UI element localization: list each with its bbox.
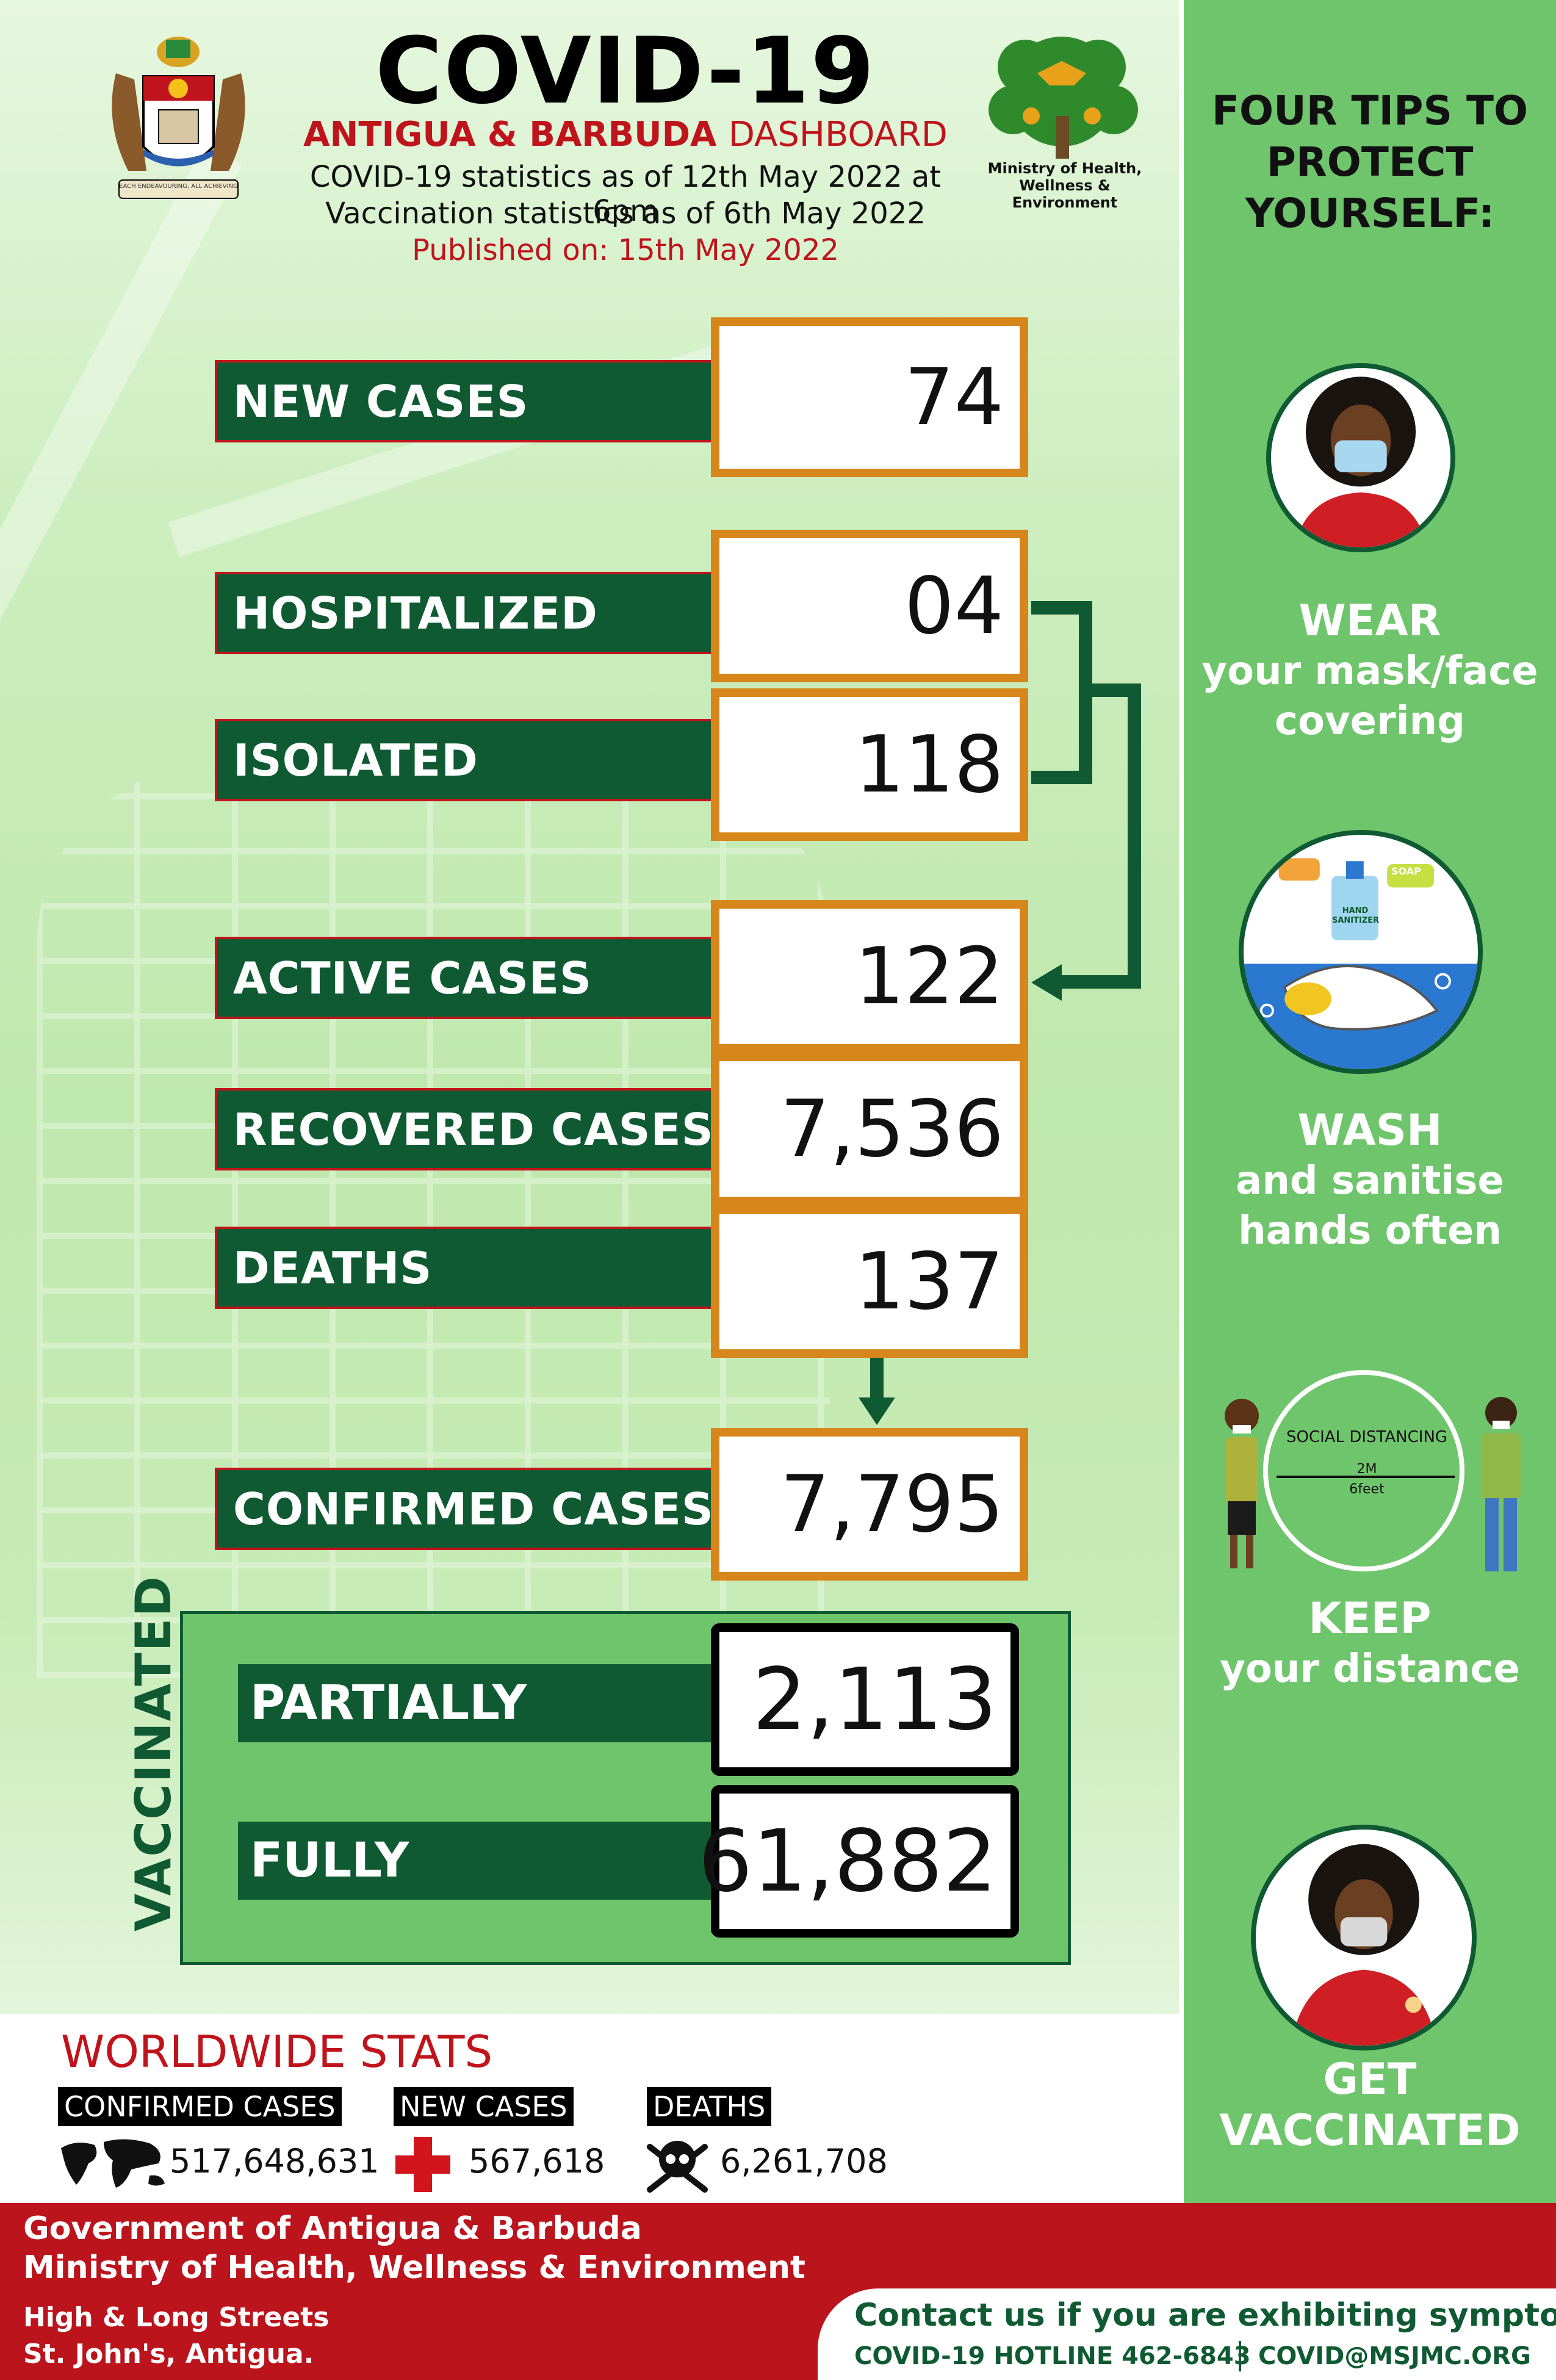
hotline-text: COVID-19 HOTLINE 462-6843 [854, 2342, 1251, 2370]
worldwide-deaths-label: DEATHS [647, 2087, 772, 2126]
soap-label: SOAP [1391, 865, 1421, 877]
connector-line [1031, 771, 1092, 784]
confirmed-cases-label: CONFIRMED CASES [215, 1468, 715, 1550]
tip-get: GET VACCINATED [1196, 2054, 1544, 2156]
active-cases-value: 122 [711, 900, 1028, 1053]
worldwide-new-cases-value: 567,618 [469, 2142, 605, 2180]
tip-wash: WASH and sanitise hands often [1196, 1105, 1544, 1256]
partially-vaccinated-label: PARTIALLY [238, 1664, 726, 1742]
published-date: Published on: 15th May 2022 [412, 233, 839, 267]
hospitalized-label: HOSPITALIZED [215, 572, 715, 654]
connector-line [1056, 975, 1141, 989]
contact-email[interactable]: COVID@MSJMC.ORG [1258, 2342, 1531, 2370]
connector-line [1128, 683, 1141, 989]
tips-title: FOUR TIPS TO PROTECT YOURSELF: [1211, 87, 1529, 237]
world-map-icon [61, 2139, 165, 2188]
connector-line [1079, 601, 1092, 784]
worldwide-stats-title: WORLDWIDE STATS [61, 2026, 493, 2077]
sanitizer-label: HAND SANITIZER [1332, 906, 1380, 925]
vaccinated-person-icon [1291, 1844, 1437, 2046]
isolated-label: ISOLATED [215, 719, 715, 801]
fully-vaccinated-label: FULLY [238, 1822, 726, 1900]
coat-of-arms-logo [112, 37, 245, 199]
contact-divider [1239, 2341, 1241, 2371]
vaccine-tip-illustration [1251, 1825, 1477, 2050]
washing-hands-icon [1244, 858, 1478, 1069]
contact-heading: Contact us if you are exhibiting symptom… [854, 2297, 1556, 2334]
wash-tip-illustration [1239, 830, 1483, 1074]
worldwide-deaths-value: 6,261,708 [720, 2142, 888, 2180]
distance-tip-illustration [1263, 1370, 1464, 1571]
isolated-value: 118 [711, 688, 1028, 841]
social-distancing-caption: SOCIAL DISTANCING [1286, 1428, 1448, 1446]
footer-address-line1: High & Long Streets [23, 2302, 330, 2333]
ministry-logo [989, 37, 1138, 159]
crest-motto: EACH ENDEAVOURING, ALL ACHIEVING [119, 183, 238, 190]
person-man-icon [1482, 1397, 1521, 1571]
page-subtitle: ANTIGUA & BARBUDA DASHBOARD [275, 115, 976, 154]
worldwide-new-cases-label: NEW CASES [394, 2087, 574, 2126]
tip-get-title: GET [1323, 2054, 1417, 2104]
active-cases-label: ACTIVE CASES [215, 937, 715, 1019]
connector-line [870, 1358, 884, 1404]
footer-ministry: Ministry of Health, Wellness & Environme… [23, 2249, 805, 2286]
tip-wash-title: WASH [1297, 1105, 1443, 1155]
worldwide-confirmed-label: CONFIRMED CASES [58, 2087, 342, 2126]
arrow-down-icon [859, 1397, 895, 1425]
new-cases-value: 74 [711, 317, 1028, 477]
tip-get-body: VACCINATED [1219, 2105, 1521, 2155]
distance-imperial: 6feet [1349, 1482, 1385, 1497]
person-woman-icon [1225, 1399, 1259, 1568]
contact-card [818, 2288, 1556, 2380]
confirmed-cases-value: 7,795 [711, 1428, 1028, 1581]
tip-keep-body: your distance [1220, 1646, 1520, 1692]
subtitle-country: ANTIGUA & BARBUDA [303, 115, 717, 154]
subtitle-dashboard: DASHBOARD [728, 115, 948, 154]
red-cross-icon [395, 2137, 450, 2192]
page-title: COVID-19 [375, 18, 876, 124]
masked-woman-icon [1294, 377, 1428, 547]
tip-keep-title: KEEP [1308, 1593, 1432, 1643]
footer-government: Government of Antigua & Barbuda [23, 2210, 642, 2247]
partially-vaccinated-value: 2,113 [711, 1623, 1019, 1776]
recovered-cases-label: RECOVERED CASES [215, 1088, 715, 1170]
tip-wear-body: your mask/face covering [1201, 649, 1538, 744]
tip-wear-title: WEAR [1298, 596, 1441, 646]
tip-keep: KEEP your distance [1196, 1593, 1544, 1694]
skull-icon [647, 2141, 708, 2193]
tip-wash-body: and sanitise hands often [1236, 1158, 1504, 1253]
distance-metric: 2M [1356, 1462, 1377, 1477]
footer-address-line2: St. John's, Antigua. [23, 2339, 314, 2370]
connector-line [1031, 601, 1092, 615]
arrow-left-icon [1031, 964, 1062, 1001]
recovered-cases-value: 7,536 [711, 1053, 1028, 1205]
deaths-value: 137 [711, 1205, 1028, 1358]
distance-arrow [1277, 1476, 1455, 1478]
ministry-logo-text: Ministry of Health, Wellness & Environme… [987, 160, 1142, 211]
deaths-label: DEATHS [215, 1227, 715, 1309]
tip-wear: WEAR your mask/face covering [1196, 595, 1544, 746]
vaccination-date: Vaccination statistics as of 6th May 202… [325, 197, 926, 231]
fully-vaccinated-value: 61,882 [698, 1785, 1019, 1938]
worldwide-confirmed-value: 517,648,631 [170, 2142, 380, 2180]
stats-date: COVID-19 statistics as of 12th May 2022 … [309, 160, 942, 228]
hospitalized-value: 04 [711, 530, 1028, 682]
mask-tip-illustration [1266, 363, 1455, 552]
vaccinated-heading: VACCINATED [125, 1575, 182, 1931]
new-cases-label: NEW CASES [215, 360, 715, 442]
